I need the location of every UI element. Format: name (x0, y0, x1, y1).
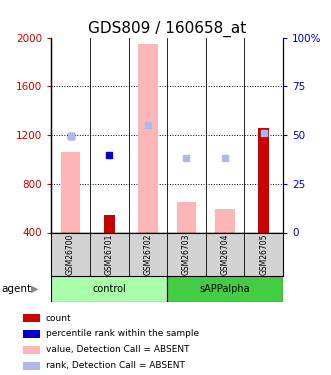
Text: GSM26704: GSM26704 (220, 233, 230, 275)
Bar (51, 276, 167, 302)
Bar (23, 362, 40, 370)
Bar (61, 152, 80, 232)
Bar (23, 314, 40, 322)
Text: ▶: ▶ (31, 284, 39, 294)
Bar (258, 128, 269, 232)
Text: GSM26700: GSM26700 (66, 233, 75, 275)
Text: percentile rank within the sample: percentile rank within the sample (46, 329, 199, 338)
Text: GSM26701: GSM26701 (105, 233, 114, 275)
Bar (104, 215, 115, 232)
Text: count: count (46, 314, 71, 322)
Text: GSM26702: GSM26702 (143, 233, 152, 275)
Bar (177, 202, 196, 232)
Bar (23, 330, 40, 338)
Text: agent: agent (2, 284, 32, 294)
Text: rank, Detection Call = ABSENT: rank, Detection Call = ABSENT (46, 361, 185, 370)
Bar (138, 44, 158, 232)
Bar (23, 346, 40, 354)
Bar (215, 209, 235, 232)
Text: value, Detection Call = ABSENT: value, Detection Call = ABSENT (46, 345, 189, 354)
Text: sAPPalpha: sAPPalpha (200, 284, 250, 294)
Title: GDS809 / 160658_at: GDS809 / 160658_at (88, 21, 246, 38)
Text: control: control (92, 284, 126, 294)
Text: GSM26705: GSM26705 (259, 233, 268, 275)
Bar (167, 276, 283, 302)
Text: GSM26703: GSM26703 (182, 233, 191, 275)
